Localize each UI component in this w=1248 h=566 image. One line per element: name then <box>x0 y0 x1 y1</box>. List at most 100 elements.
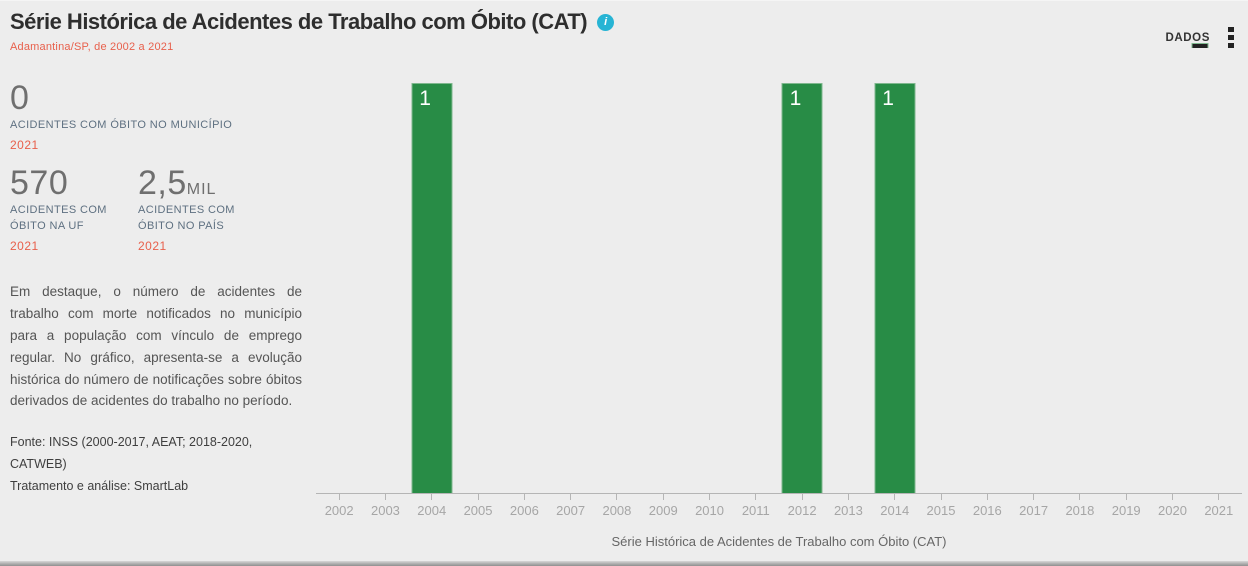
x-tick-label: 2016 <box>972 503 1002 518</box>
bar-slot-2009 <box>640 83 686 493</box>
x-tick-label: 2020 <box>1158 503 1187 518</box>
x-tick-label: 2004 <box>417 503 447 518</box>
bar-slot-2017 <box>1010 83 1056 493</box>
chart-title: Série Histórica de Acidentes de Trabalho… <box>611 534 947 549</box>
bar-slot-2015 <box>918 83 964 493</box>
x-tick-2009: 2009 <box>640 494 686 518</box>
stat-pais-suffix: MIL <box>186 181 217 199</box>
x-tick-label: 2019 <box>1111 503 1141 518</box>
bar-slot-2006 <box>501 83 547 493</box>
tick-mark <box>847 494 849 500</box>
x-tick-label: 2013 <box>833 503 863 518</box>
tick-mark <box>986 494 988 500</box>
x-tick-2017: 2017 <box>1010 494 1056 518</box>
x-tick-2004: 2004 <box>409 494 455 518</box>
x-tick-label: 2003 <box>370 503 400 518</box>
dados-button[interactable]: DADOS <box>1165 31 1210 44</box>
info-icon[interactable]: i <box>597 13 615 31</box>
x-tick-label: 2018 <box>1065 503 1095 518</box>
x-tick-2012: 2012 <box>779 494 825 518</box>
tick-mark <box>662 494 664 500</box>
tick-mark <box>1079 494 1081 500</box>
tick-mark <box>1125 494 1127 500</box>
tick-mark <box>523 494 525 500</box>
bar-slot-2003 <box>362 83 408 493</box>
x-tick-label: 2010 <box>695 503 724 518</box>
x-tick-label: 2002 <box>324 503 354 518</box>
x-tick-label: 2011 <box>741 503 770 518</box>
bar-slot-2008 <box>594 83 640 493</box>
stat-pais-label: ACIDENTES COM ÓBITO NO PAÍS <box>138 204 235 232</box>
stat-uf-year: 2021 <box>10 239 39 254</box>
source-line: Fonte: INSS (2000-2017, AEAT; 2018-2020,… <box>10 435 253 472</box>
bar-value-label: 1 <box>882 87 894 110</box>
bar-slot-2007 <box>547 83 593 493</box>
x-tick-2006: 2006 <box>501 494 547 518</box>
x-tick-2002: 2002 <box>316 494 362 518</box>
bar-slot-2020 <box>1149 83 1195 493</box>
x-axis: 2002 2003 2004 2005 2006 2007 2008 2009 2010 2011… <box>316 494 1242 518</box>
bar-slot-2016 <box>964 83 1010 493</box>
bar-slot-2002 <box>316 83 362 493</box>
bar-2004[interactable]: 1 <box>411 83 453 493</box>
x-tick-2003: 2003 <box>362 494 408 518</box>
treatment-line: Tratamento e análise: SmartLab <box>10 479 189 494</box>
x-tick-2008: 2008 <box>594 494 640 518</box>
bar-2014[interactable]: 1 <box>874 83 916 493</box>
x-tick-2019: 2019 <box>1103 494 1149 518</box>
x-tick-label: 2014 <box>880 503 910 518</box>
x-tick-2014: 2014 <box>872 494 918 518</box>
tick-mark <box>431 494 433 500</box>
bar-2012[interactable]: 1 <box>781 83 823 493</box>
bar-slot-2013 <box>825 83 871 493</box>
bar-slot-2014: 1 <box>872 83 918 493</box>
x-tick-label: 2017 <box>1019 503 1049 518</box>
stat-pais-number: 2,5 <box>138 164 187 203</box>
x-tick-2007: 2007 <box>547 494 593 518</box>
x-tick-label: 2005 <box>463 503 493 518</box>
plot-area: 1 1 1 <box>316 83 1242 494</box>
indicator-description: Em destaque, o número de acidentes de tr… <box>10 284 302 409</box>
x-tick-label: 2012 <box>787 503 817 518</box>
stat-uf-value: 570 <box>10 164 69 203</box>
sidebar: 0 ACIDENTES COM ÓBITO NO MUNICÍPIO 2021 … <box>10 81 304 498</box>
stats-row: 570 ACIDENTES COM ÓBITO NA UF 2021 2,5MI… <box>10 166 304 253</box>
tick-mark <box>570 494 572 500</box>
x-tick-label: 2006 <box>509 503 539 518</box>
header: Série Histórica de Acidentes de Trabalho… <box>10 9 615 54</box>
tick-mark <box>384 494 386 500</box>
stat-municipio-label: ACIDENTES COM ÓBITO NO MUNICÍPIO <box>10 119 233 131</box>
tick-mark <box>709 494 711 500</box>
x-tick-label: 2015 <box>926 503 956 518</box>
x-tick-2020: 2020 <box>1149 494 1195 518</box>
bar-slot-2005 <box>455 83 501 493</box>
bar-slot-2004: 1 <box>409 83 455 493</box>
stat-uf-label: ACIDENTES COM ÓBITO NA UF <box>10 204 107 232</box>
bar-slot-2019 <box>1103 83 1149 493</box>
bar-slot-2018 <box>1057 83 1103 493</box>
stat-pais: 2,5MIL ACIDENTES COM ÓBITO NO PAÍS 2021 <box>138 166 266 253</box>
stat-municipio: 0 ACIDENTES COM ÓBITO NO MUNICÍPIO 2021 <box>10 81 304 152</box>
tick-mark <box>894 494 896 500</box>
bar-slot-2012: 1 <box>779 83 825 493</box>
tick-mark <box>755 494 757 500</box>
bar-slot-2021 <box>1196 83 1242 493</box>
data-table-icon[interactable] <box>1191 27 1234 48</box>
tick-mark <box>1171 494 1173 500</box>
source-note: Fonte: INSS (2000-2017, AEAT; 2018-2020,… <box>10 432 268 498</box>
x-tick-label: 2008 <box>602 503 632 518</box>
page-subtitle: Adamantina/SP, de 2002 a 2021 <box>10 41 174 54</box>
bar-slot-2011 <box>733 83 779 493</box>
stat-municipio-year: 2021 <box>10 138 39 153</box>
bar-value-label: 1 <box>419 87 431 110</box>
x-tick-2010: 2010 <box>686 494 732 518</box>
x-tick-2005: 2005 <box>455 494 501 518</box>
tick-mark <box>1218 494 1220 500</box>
bar-slot-2010 <box>686 83 732 493</box>
header-actions: DADOS <box>1165 27 1234 48</box>
window-bottom-edge <box>0 561 1248 566</box>
stat-pais-year: 2021 <box>138 239 167 254</box>
x-tick-label: 2007 <box>556 503 586 518</box>
x-tick-2021: 2021 <box>1196 494 1242 518</box>
